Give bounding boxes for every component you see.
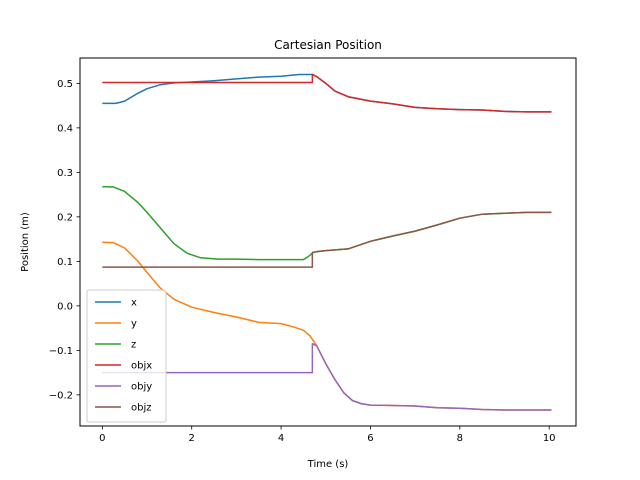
y-tick-label: 0.0: [57, 301, 73, 312]
x-tick-label: 4: [278, 433, 284, 444]
x-tick-label: 8: [457, 433, 463, 444]
y-tick-label: 0.3: [57, 168, 73, 179]
x-tick-label: 2: [189, 433, 195, 444]
y-axis: −0.2 −0.1 0.0 0.1 0.2 0.3 0.4 0.5: [49, 79, 80, 401]
x-tick-label: 10: [543, 433, 556, 444]
x-axis-label: Time (s): [307, 459, 349, 470]
legend-label-objx: objx: [131, 361, 152, 372]
y-tick-label: 0.2: [57, 212, 73, 223]
legend-label-x: x: [131, 298, 137, 309]
series-line-objz: [102, 211, 552, 268]
x-tick-label: 0: [99, 433, 105, 444]
y-axis-label: Position (m): [20, 212, 31, 272]
legend-box: [86, 289, 167, 423]
series-line-objx: [102, 73, 552, 113]
series-line-z: [102, 185, 552, 261]
y-tick-label: 0.5: [57, 79, 73, 90]
x-tick-label: 6: [367, 433, 373, 444]
chart-title: Cartesian Position: [274, 38, 382, 52]
plot-area: [102, 73, 552, 411]
y-tick-label: −0.1: [49, 346, 73, 357]
legend-label-z: z: [131, 340, 136, 351]
series-line-x: [102, 73, 552, 113]
series-line-objy: [102, 342, 552, 411]
axes-frame: [79, 57, 577, 427]
x-axis: 0 2 4 6 8 10: [99, 426, 556, 444]
y-tick-label: 0.4: [57, 123, 73, 134]
y-tick-label: 0.1: [57, 257, 73, 268]
y-tick-label: −0.2: [49, 390, 73, 401]
legend-label-objy: objy: [131, 382, 152, 393]
legend: xyz objx objy objz: [86, 289, 167, 423]
legend-label-y: y: [131, 319, 137, 330]
legend-label-objz: objz: [131, 403, 152, 414]
